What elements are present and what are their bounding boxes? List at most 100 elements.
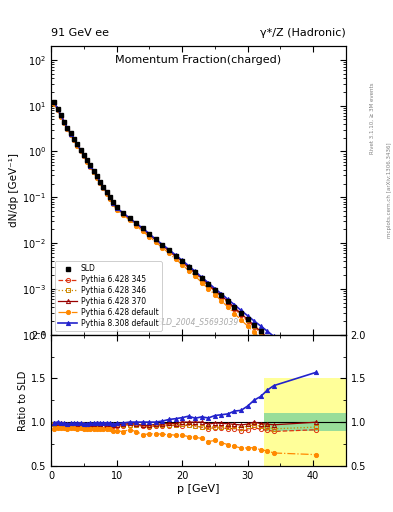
Pythia 6.428 346 bbox=[134, 221, 139, 227]
Pythia 6.428 370 bbox=[81, 152, 86, 158]
Pythia 6.428 346 bbox=[78, 147, 83, 153]
SLD bbox=[219, 292, 224, 298]
Pythia 6.428 346 bbox=[98, 179, 103, 185]
Pythia 8.308 default bbox=[68, 131, 73, 137]
Pythia 6.428 370 bbox=[245, 316, 250, 323]
Pythia 6.428 346 bbox=[232, 305, 237, 311]
Pythia 6.428 370 bbox=[108, 195, 112, 201]
Pythia 6.428 default bbox=[98, 180, 103, 186]
SLD bbox=[258, 328, 263, 334]
Pythia 6.428 345 bbox=[173, 253, 178, 260]
SLD bbox=[95, 173, 99, 179]
SLD bbox=[114, 204, 119, 210]
Pythia 6.428 370 bbox=[78, 147, 83, 153]
Pythia 6.428 default bbox=[121, 212, 125, 218]
Pythia 6.428 346 bbox=[127, 216, 132, 222]
Pythia 6.428 370 bbox=[134, 221, 139, 227]
Pythia 6.428 345 bbox=[258, 330, 263, 336]
Pythia 6.428 370 bbox=[186, 264, 191, 270]
Pythia 6.428 346 bbox=[75, 142, 80, 148]
Pythia 6.428 370 bbox=[88, 163, 93, 169]
Pythia 6.428 default bbox=[105, 190, 109, 197]
SLD bbox=[72, 136, 76, 142]
SLD bbox=[85, 157, 90, 163]
Line: Pythia 6.428 370: Pythia 6.428 370 bbox=[52, 100, 318, 403]
Pythia 6.428 345 bbox=[55, 106, 60, 113]
Pythia 8.308 default bbox=[121, 210, 125, 216]
Pythia 8.308 default bbox=[154, 237, 158, 243]
Pythia 8.308 default bbox=[258, 323, 263, 329]
SLD bbox=[226, 298, 230, 304]
Pythia 6.428 346 bbox=[105, 189, 109, 196]
Line: Pythia 8.308 default: Pythia 8.308 default bbox=[52, 100, 318, 395]
Pythia 6.428 345 bbox=[193, 270, 198, 276]
Pythia 8.308 default bbox=[206, 280, 211, 286]
Pythia 6.428 370 bbox=[226, 298, 230, 305]
Pythia 6.428 345 bbox=[52, 100, 57, 106]
Pythia 6.428 370 bbox=[199, 275, 204, 282]
SLD bbox=[121, 210, 125, 216]
Pythia 6.428 default bbox=[88, 164, 93, 170]
SLD bbox=[213, 287, 217, 293]
Pythia 6.428 default bbox=[85, 159, 90, 165]
SLD bbox=[265, 334, 270, 340]
Pythia 6.428 default bbox=[75, 142, 80, 148]
Pythia 6.428 default bbox=[114, 206, 119, 212]
SLD bbox=[134, 220, 139, 226]
Pythia 8.308 default bbox=[265, 328, 270, 334]
Pythia 6.428 345 bbox=[98, 180, 103, 186]
Pythia 6.428 370 bbox=[127, 216, 132, 222]
Pythia 6.428 346 bbox=[140, 226, 145, 232]
Pythia 6.428 370 bbox=[95, 174, 99, 180]
Pythia 6.428 default bbox=[252, 329, 257, 335]
Pythia 6.428 370 bbox=[193, 269, 198, 275]
Pythia 8.308 default bbox=[160, 242, 165, 248]
Pythia 6.428 346 bbox=[245, 317, 250, 323]
Pythia 6.428 346 bbox=[81, 153, 86, 159]
Pythia 8.308 default bbox=[88, 162, 93, 168]
SLD bbox=[98, 179, 103, 185]
Pythia 6.428 346 bbox=[72, 136, 76, 142]
SLD bbox=[101, 184, 106, 190]
SLD bbox=[91, 167, 96, 174]
SLD bbox=[65, 124, 70, 131]
Pythia 6.428 345 bbox=[167, 248, 171, 254]
Pythia 6.428 default bbox=[140, 228, 145, 234]
SLD bbox=[78, 146, 83, 153]
Pythia 6.428 345 bbox=[213, 288, 217, 294]
SLD bbox=[111, 199, 116, 205]
Pythia 6.428 370 bbox=[72, 136, 76, 142]
Pythia 8.308 default bbox=[239, 307, 243, 313]
Y-axis label: Ratio to SLD: Ratio to SLD bbox=[18, 370, 28, 431]
SLD bbox=[160, 242, 165, 248]
Pythia 6.428 345 bbox=[91, 169, 96, 175]
Pythia 6.428 default bbox=[173, 256, 178, 262]
Pythia 6.428 346 bbox=[206, 282, 211, 288]
SLD bbox=[173, 252, 178, 259]
Pythia 6.428 370 bbox=[62, 119, 66, 125]
Pythia 6.428 default bbox=[78, 148, 83, 154]
Pythia 6.428 370 bbox=[59, 113, 63, 119]
Pythia 6.428 default bbox=[314, 408, 319, 414]
Pythia 6.428 370 bbox=[105, 189, 109, 196]
Pythia 6.428 default bbox=[213, 291, 217, 297]
Text: 91 GeV ee: 91 GeV ee bbox=[51, 28, 109, 38]
Pythia 6.428 345 bbox=[101, 184, 106, 190]
Pythia 6.428 346 bbox=[95, 174, 99, 180]
SLD bbox=[245, 316, 250, 322]
Pythia 6.428 370 bbox=[55, 106, 60, 112]
Pythia 6.428 346 bbox=[101, 184, 106, 190]
SLD bbox=[108, 194, 112, 200]
Pythia 6.428 default bbox=[265, 342, 270, 348]
Pythia 6.428 default bbox=[154, 239, 158, 245]
Pythia 8.308 default bbox=[252, 318, 257, 324]
Pythia 6.428 345 bbox=[206, 282, 211, 288]
Pythia 6.428 370 bbox=[173, 253, 178, 259]
Pythia 6.428 default bbox=[219, 298, 224, 304]
Pythia 6.428 345 bbox=[65, 125, 70, 132]
Pythia 6.428 345 bbox=[154, 237, 158, 243]
Pythia 6.428 370 bbox=[111, 200, 116, 206]
Pythia 6.428 370 bbox=[121, 210, 125, 217]
Pythia 6.428 default bbox=[193, 273, 198, 279]
Pythia 6.428 346 bbox=[55, 106, 60, 113]
